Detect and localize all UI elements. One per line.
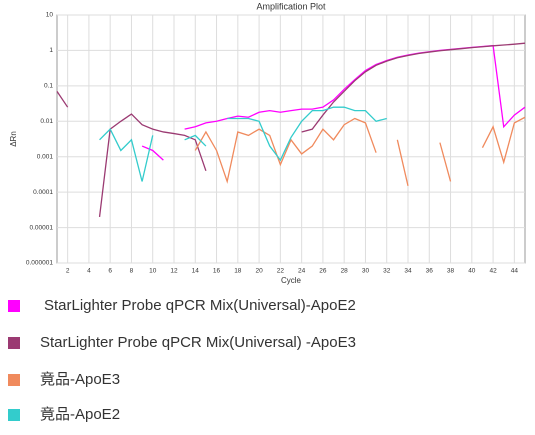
legend-swatch xyxy=(8,374,20,386)
legend-label: StarLighter Probe qPCR Mix(Universal)-Ap… xyxy=(44,297,356,314)
legend-label: 竟品-ApoE3 xyxy=(40,371,120,388)
x-tick-label: 42 xyxy=(489,268,497,275)
legend-swatch xyxy=(8,300,20,312)
x-tick-label: 10 xyxy=(149,268,157,275)
y-axis-label: ΔRn xyxy=(9,131,18,147)
series-line xyxy=(194,116,526,187)
x-axis-label: Cycle xyxy=(281,276,302,285)
x-tick-label: 28 xyxy=(341,268,349,275)
x-tick-label: 40 xyxy=(468,268,476,275)
legend-swatch xyxy=(8,337,20,349)
series-line xyxy=(56,42,526,217)
y-tick-label: 0.00001 xyxy=(30,224,54,231)
x-tick-label: 24 xyxy=(298,268,306,275)
y-tick-label: 0.1 xyxy=(44,83,53,90)
y-tick-label: 0.000001 xyxy=(26,260,53,267)
x-tick-label: 12 xyxy=(170,268,178,275)
x-tick-label: 20 xyxy=(255,268,263,275)
x-tick-label: 38 xyxy=(447,268,455,275)
x-tick-label: 6 xyxy=(108,268,112,275)
y-tick-label: 10 xyxy=(46,12,54,19)
y-tick-label: 0.0001 xyxy=(33,189,53,196)
x-tick-label: 4 xyxy=(87,268,91,275)
y-tick-label: 1 xyxy=(49,47,53,54)
series-line xyxy=(99,106,387,182)
x-tick-label: 32 xyxy=(383,268,391,275)
legend-swatch xyxy=(8,409,20,421)
y-tick-label: 0.01 xyxy=(40,118,53,125)
x-tick-label: 44 xyxy=(511,268,519,275)
x-tick-label: 36 xyxy=(426,268,434,275)
x-tick-label: 22 xyxy=(277,268,285,275)
x-tick-label: 26 xyxy=(319,268,327,275)
x-tick-label: 14 xyxy=(192,268,200,275)
x-tick-label: 18 xyxy=(234,268,242,275)
chart-title: Amplification Plot xyxy=(256,1,326,11)
legend-label: StarLighter Probe qPCR Mix(Universal) -A… xyxy=(40,334,356,351)
x-tick-label: 2 xyxy=(66,268,70,275)
legend-label: 竟品-ApoE2 xyxy=(40,406,120,423)
x-tick-label: 30 xyxy=(362,268,370,275)
x-tick-label: 8 xyxy=(130,268,134,275)
y-tick-label: 0.001 xyxy=(37,153,54,160)
x-tick-label: 34 xyxy=(404,268,412,275)
x-tick-label: 16 xyxy=(213,268,221,275)
